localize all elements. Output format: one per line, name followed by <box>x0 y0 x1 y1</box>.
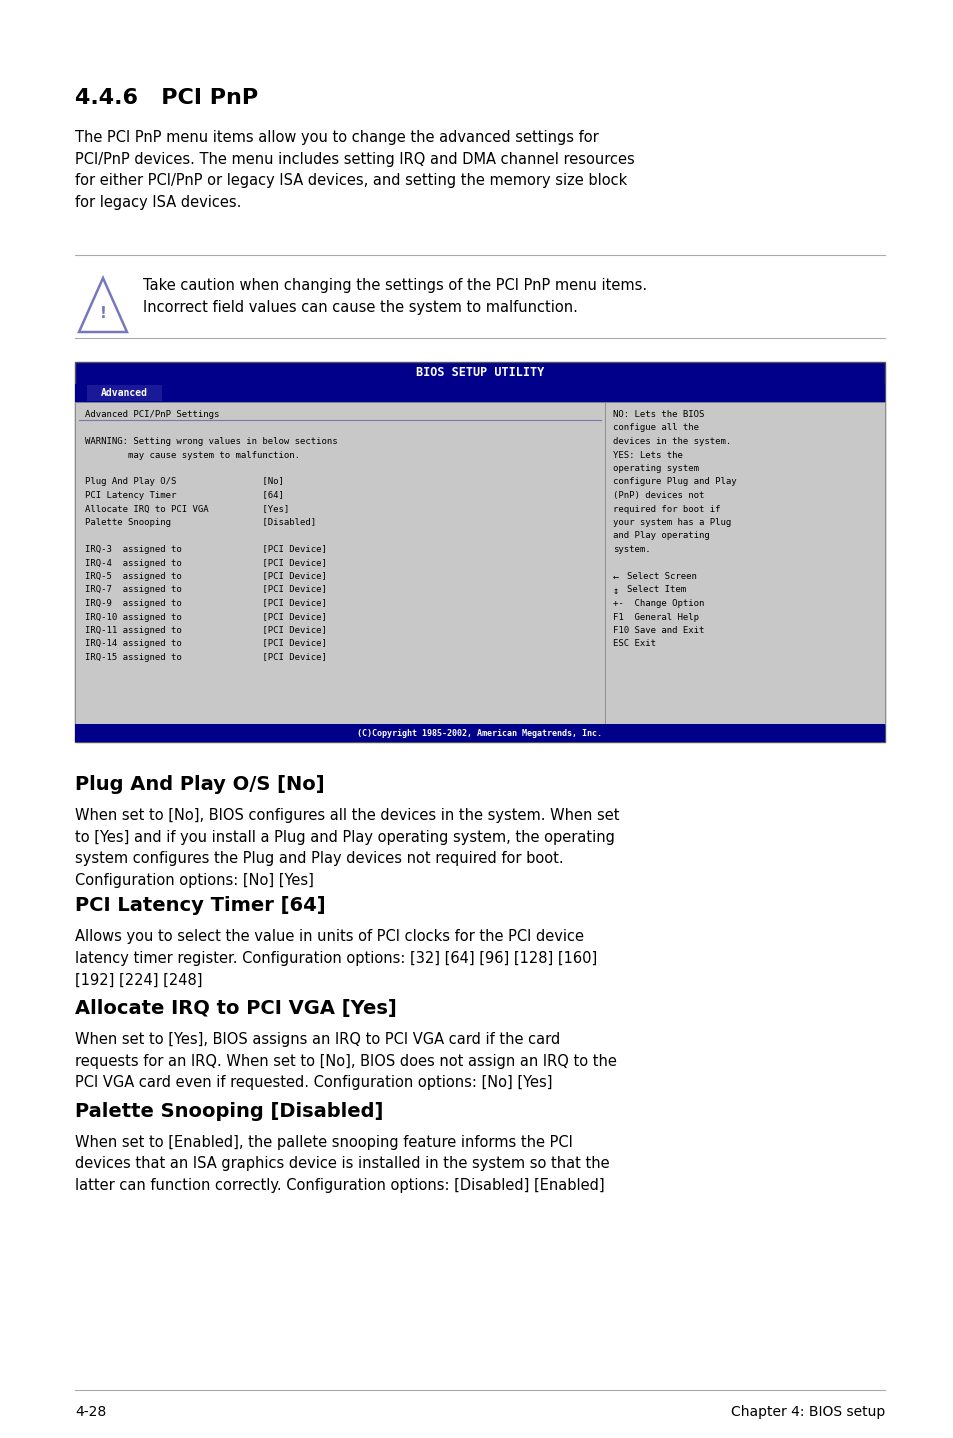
Text: (C)Copyright 1985-2002, American Megatrends, Inc.: (C)Copyright 1985-2002, American Megatre… <box>357 729 602 738</box>
Text: Chapter 4: BIOS setup: Chapter 4: BIOS setup <box>730 1405 884 1419</box>
Text: IRQ-10 assigned to               [PCI Device]: IRQ-10 assigned to [PCI Device] <box>85 613 327 621</box>
Text: IRQ-9  assigned to               [PCI Device]: IRQ-9 assigned to [PCI Device] <box>85 600 327 608</box>
Text: IRQ-14 assigned to               [PCI Device]: IRQ-14 assigned to [PCI Device] <box>85 640 327 649</box>
Text: NO: Lets the BIOS: NO: Lets the BIOS <box>613 410 703 418</box>
Bar <box>75 403 604 723</box>
Text: YES: Lets the: YES: Lets the <box>613 450 682 460</box>
Text: devices in the system.: devices in the system. <box>613 437 731 446</box>
Text: Select Screen: Select Screen <box>626 572 696 581</box>
Text: Plug And Play O/S                [No]: Plug And Play O/S [No] <box>85 477 284 486</box>
Text: Palette Snooping                 [Disabled]: Palette Snooping [Disabled] <box>85 518 315 526</box>
Text: may cause system to malfunction.: may cause system to malfunction. <box>85 450 299 460</box>
Text: F10 Save and Exit: F10 Save and Exit <box>613 626 703 636</box>
Text: operating system: operating system <box>613 464 699 473</box>
Text: IRQ-15 assigned to               [PCI Device]: IRQ-15 assigned to [PCI Device] <box>85 653 327 661</box>
Text: required for boot if: required for boot if <box>613 505 720 513</box>
Bar <box>604 403 884 723</box>
Text: Select Item: Select Item <box>626 585 685 594</box>
Text: IRQ-7  assigned to               [PCI Device]: IRQ-7 assigned to [PCI Device] <box>85 585 327 594</box>
Text: (PnP) devices not: (PnP) devices not <box>613 490 703 500</box>
Text: system.: system. <box>613 545 650 554</box>
Text: PCI Latency Timer                [64]: PCI Latency Timer [64] <box>85 490 284 500</box>
Text: The PCI PnP menu items allow you to change the advanced settings for
PCI/PnP dev: The PCI PnP menu items allow you to chan… <box>75 129 634 210</box>
Text: Palette Snooping [Disabled]: Palette Snooping [Disabled] <box>75 1102 383 1120</box>
Text: Allocate IRQ to PCI VGA          [Yes]: Allocate IRQ to PCI VGA [Yes] <box>85 505 289 513</box>
Text: +-  Change Option: +- Change Option <box>613 600 703 608</box>
Text: IRQ-4  assigned to               [PCI Device]: IRQ-4 assigned to [PCI Device] <box>85 558 327 568</box>
Text: WARNING: Setting wrong values in below sections: WARNING: Setting wrong values in below s… <box>85 437 337 446</box>
Bar <box>75 384 884 403</box>
Text: your system has a Plug: your system has a Plug <box>613 518 731 526</box>
Text: configure Plug and Play: configure Plug and Play <box>613 477 736 486</box>
Text: Advanced PCI/PnP Settings: Advanced PCI/PnP Settings <box>85 410 219 418</box>
Text: When set to [No], BIOS configures all the devices in the system. When set
to [Ye: When set to [No], BIOS configures all th… <box>75 808 618 889</box>
Text: !: ! <box>99 306 107 322</box>
Text: PCI Latency Timer [64]: PCI Latency Timer [64] <box>75 896 325 915</box>
Text: ←: ← <box>613 572 618 582</box>
Text: Allows you to select the value in units of PCI clocks for the PCI device
latency: Allows you to select the value in units … <box>75 929 597 988</box>
Text: Advanced: Advanced <box>101 388 148 398</box>
Text: When set to [Enabled], the pallete snooping feature informs the PCI
devices that: When set to [Enabled], the pallete snoop… <box>75 1135 609 1194</box>
Text: Take caution when changing the settings of the PCI PnP menu items.
Incorrect fie: Take caution when changing the settings … <box>143 278 646 315</box>
Text: Allocate IRQ to PCI VGA [Yes]: Allocate IRQ to PCI VGA [Yes] <box>75 999 396 1018</box>
Text: When set to [Yes], BIOS assigns an IRQ to PCI VGA card if the card
requests for : When set to [Yes], BIOS assigns an IRQ t… <box>75 1032 617 1090</box>
Text: ESC Exit: ESC Exit <box>613 640 656 649</box>
Text: Plug And Play O/S [No]: Plug And Play O/S [No] <box>75 775 324 794</box>
Text: configue all the: configue all the <box>613 424 699 433</box>
Text: IRQ-11 assigned to               [PCI Device]: IRQ-11 assigned to [PCI Device] <box>85 626 327 636</box>
Text: BIOS SETUP UTILITY: BIOS SETUP UTILITY <box>416 367 543 380</box>
Text: IRQ-3  assigned to               [PCI Device]: IRQ-3 assigned to [PCI Device] <box>85 545 327 554</box>
Text: and Play operating: and Play operating <box>613 532 709 541</box>
Bar <box>87 385 162 401</box>
Text: IRQ-5  assigned to               [PCI Device]: IRQ-5 assigned to [PCI Device] <box>85 572 327 581</box>
Text: 4.4.6   PCI PnP: 4.4.6 PCI PnP <box>75 88 258 108</box>
Bar <box>75 723 884 742</box>
Text: F1  General Help: F1 General Help <box>613 613 699 621</box>
Bar <box>75 362 884 742</box>
Text: ↕: ↕ <box>613 585 618 595</box>
Text: 4-28: 4-28 <box>75 1405 106 1419</box>
